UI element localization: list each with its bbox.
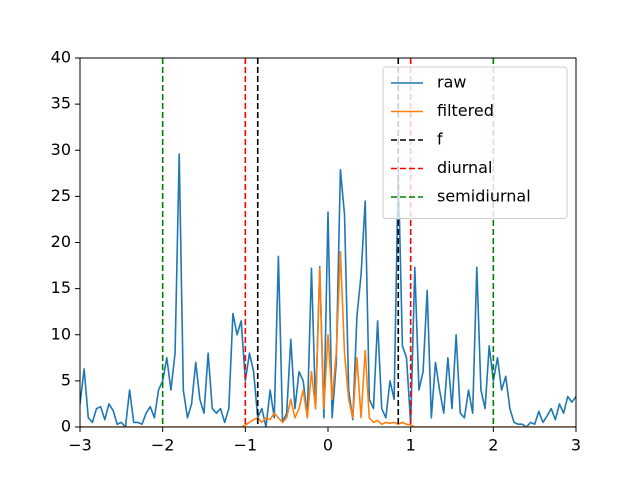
legend-box <box>382 66 568 219</box>
y-tick-label: 25 <box>51 186 71 205</box>
x-tick-label: 1 <box>406 436 416 455</box>
line <box>80 250 576 427</box>
plot-area <box>80 58 576 427</box>
x-tick-label: −3 <box>68 436 92 455</box>
x-tick-label: 2 <box>488 436 498 455</box>
x-tick-label: 3 <box>571 436 581 455</box>
legend-label: diurnal <box>437 158 492 177</box>
y-tick-label: 35 <box>51 94 71 113</box>
x-tick-label: −2 <box>151 436 175 455</box>
y-tick-label: 30 <box>51 140 71 159</box>
line <box>80 153 576 427</box>
y-tick-label: 0 <box>61 417 71 436</box>
y-tick-label: 40 <box>51 48 71 67</box>
y-tick-label: 10 <box>51 324 71 343</box>
x-tick-label: 0 <box>323 436 333 455</box>
legend-label: semidiurnal <box>437 187 531 206</box>
y-tick-label: 15 <box>51 278 71 297</box>
x-tick-label: −1 <box>234 436 258 455</box>
legend: raw filtered f diurnal semidiurnal <box>382 66 568 219</box>
legend-label: raw <box>437 73 466 92</box>
y-tick-label: 20 <box>51 232 71 251</box>
legend-label: filtered <box>437 101 494 120</box>
y-tick-label: 5 <box>61 370 71 389</box>
legend-label: f <box>437 130 443 149</box>
